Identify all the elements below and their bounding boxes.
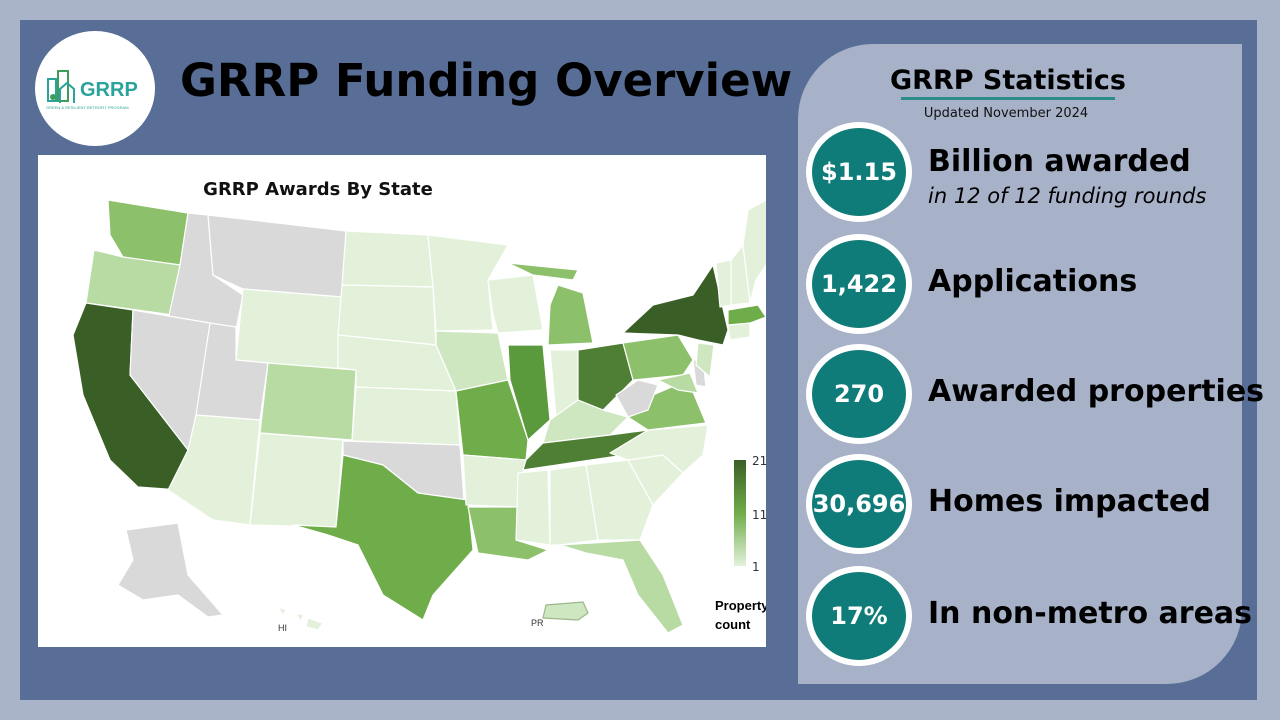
legend-title-line1: Property [715, 598, 766, 613]
stat-label: Billion awarded [928, 144, 1191, 179]
stat-label: In non-metro areas [928, 596, 1253, 631]
state-north-dakota[interactable] [341, 230, 434, 288]
state-pennsylvania[interactable] [622, 334, 694, 381]
stat-circle-non-metro: 17% [806, 566, 912, 666]
legend-max: 21 [752, 454, 766, 468]
legend-title-line2: count [715, 617, 751, 632]
stat-value: 30,696 [812, 460, 906, 548]
state-maryland[interactable] [657, 372, 699, 394]
state-colorado[interactable] [259, 362, 357, 441]
state-kansas[interactable] [351, 386, 461, 446]
legend-min: 1 [752, 560, 760, 574]
stat-sublabel: in 12 of 12 funding rounds [928, 184, 1207, 208]
state-alaska[interactable] [117, 522, 224, 618]
stats-panel: GRRP Statistics Updated November 2024 $1… [798, 44, 1264, 684]
stats-updated-date: Updated November 2024 [923, 106, 1089, 121]
state-massachusetts[interactable] [727, 304, 766, 326]
territory-puerto-rico[interactable] [542, 601, 589, 621]
state-illinois[interactable] [507, 344, 551, 441]
logo-tagline: GREEN & RESILIENT RETROFIT PROGRAM [46, 105, 129, 110]
state-florida[interactable] [559, 539, 684, 634]
state-arkansas[interactable] [462, 454, 527, 508]
stat-value: 17% [812, 572, 906, 660]
stat-circle-awarded-properties: 270 [806, 344, 912, 444]
stat-value: 1,422 [812, 240, 906, 328]
stat-value: $1.15 [812, 128, 906, 216]
state-wisconsin[interactable] [487, 274, 544, 334]
state-minnesota[interactable] [427, 234, 509, 332]
stat-value: 270 [812, 350, 906, 438]
legend-mid: 11 [752, 508, 766, 522]
state-michigan[interactable] [507, 262, 594, 346]
state-mississippi[interactable] [515, 469, 551, 546]
us-map: HI PR 21 11 1 Property count [72, 199, 766, 634]
state-georgia[interactable] [585, 459, 654, 541]
stat-label: Homes impacted [928, 484, 1211, 519]
puerto-rico-label: PR [531, 618, 544, 628]
logo-text: GRRP [80, 79, 138, 101]
state-texas[interactable] [292, 454, 474, 621]
stats-title-underline [901, 97, 1115, 100]
state-hawaii[interactable] [277, 606, 324, 631]
state-maine[interactable] [742, 199, 766, 304]
legend-color-scale [734, 460, 746, 566]
stat-label: Applications [928, 264, 1138, 299]
state-new-mexico[interactable] [249, 432, 344, 528]
page-title: GRRP Funding Overview [180, 54, 793, 107]
state-arizona[interactable] [167, 414, 261, 526]
state-missouri[interactable] [455, 379, 529, 461]
state-montana[interactable] [207, 214, 347, 298]
state-wyoming[interactable] [235, 288, 343, 371]
map-title: GRRP Awards By State [203, 179, 433, 200]
stats-title: GRRP Statistics [890, 65, 1126, 96]
state-connecticut[interactable] [727, 322, 751, 341]
state-west-virginia[interactable] [615, 379, 659, 418]
map-panel: GRRP Awards By State [38, 155, 766, 647]
stat-circle-applications: 1,422 [806, 234, 912, 334]
stat-circle-awarded-amount: $1.15 [806, 122, 912, 222]
state-new-jersey[interactable] [695, 342, 715, 378]
state-new-york[interactable] [622, 264, 729, 346]
grrp-logo: GRRP GREEN & RESILIENT RETROFIT PROGRAM [35, 31, 155, 146]
state-alabama[interactable] [549, 464, 599, 546]
stat-circle-homes-impacted: 30,696 [806, 454, 912, 554]
grrp-logo-icon: GRRP GREEN & RESILIENT RETROFIT PROGRAM [46, 69, 138, 110]
hawaii-label: HI [278, 623, 287, 633]
state-washington[interactable] [107, 199, 189, 266]
stat-label: Awarded properties [928, 374, 1265, 409]
